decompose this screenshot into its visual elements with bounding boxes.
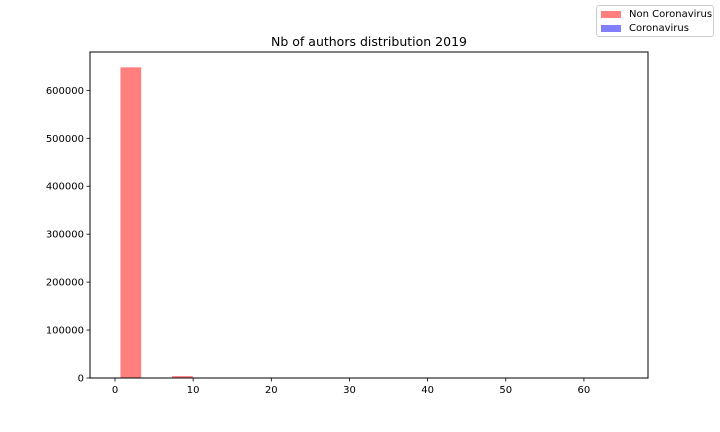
legend-item-non-coronavirus: Non Coronavirus xyxy=(601,8,712,21)
x-axis: 0 10 20 30 40 50 60 xyxy=(112,378,590,396)
x-tick-label: 0 xyxy=(112,385,118,396)
y-tick-label: 300000 xyxy=(46,230,84,241)
legend-item-coronavirus: Coronavirus xyxy=(601,22,689,35)
legend: Non Coronavirus Coronavirus xyxy=(596,5,714,37)
y-tick-label: 400000 xyxy=(46,182,84,193)
x-tick-label: 30 xyxy=(343,385,356,396)
bar-non-coronavirus-0 xyxy=(120,67,142,378)
plot-frame xyxy=(89,51,649,379)
chart-title: Nb of authors distribution 2019 xyxy=(271,34,467,49)
legend-label-coronavirus: Coronavirus xyxy=(629,23,689,34)
legend-swatch-coronavirus xyxy=(601,25,621,32)
x-tick-label: 10 xyxy=(187,385,200,396)
legend-swatch-non-coronavirus xyxy=(601,11,621,18)
y-tick-label: 100000 xyxy=(46,326,84,337)
x-tick-label: 60 xyxy=(578,385,591,396)
x-tick-label: 50 xyxy=(499,385,512,396)
bars-group xyxy=(120,67,214,378)
y-axis: 0 100000 200000 300000 400000 500000 600000 xyxy=(46,86,90,385)
y-tick-label: 500000 xyxy=(46,134,84,145)
y-tick-label: 0 xyxy=(78,374,84,385)
bar-non-coronavirus-1 xyxy=(172,376,193,378)
x-tick-label: 40 xyxy=(421,385,434,396)
legend-label-non-coronavirus: Non Coronavirus xyxy=(629,9,713,20)
y-tick-label: 200000 xyxy=(46,278,84,289)
x-tick-label: 20 xyxy=(265,385,278,396)
y-tick-label: 600000 xyxy=(46,86,84,97)
